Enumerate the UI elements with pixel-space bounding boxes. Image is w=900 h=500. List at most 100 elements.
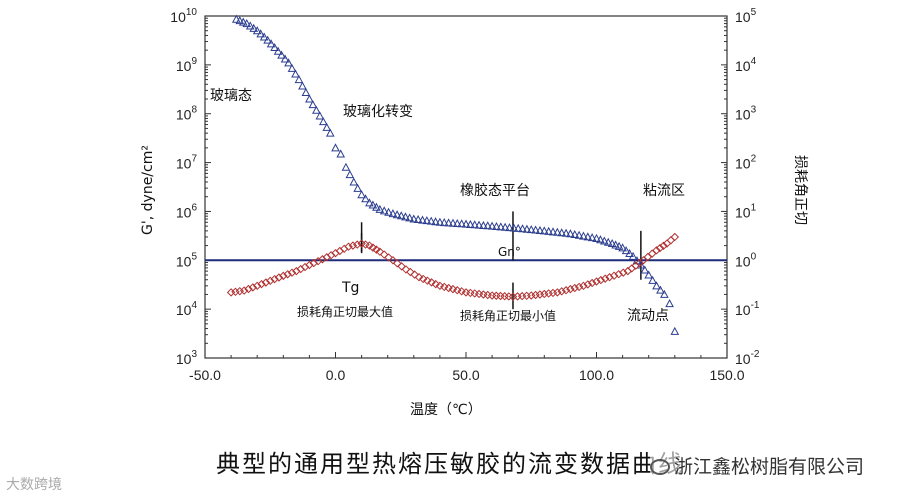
storage-modulus-point [518, 224, 527, 233]
loss-tangent-point [375, 247, 385, 256]
storage-modulus-point [448, 218, 458, 227]
loss-tangent-point [600, 274, 610, 283]
storage-modulus-point [294, 75, 304, 84]
storage-modulus-point [621, 246, 631, 255]
loss-tangent-point [647, 249, 657, 258]
storage-modulus-point [466, 219, 475, 228]
loss-tangent-point [410, 270, 419, 279]
loss-tangent-point [274, 273, 284, 282]
storage-modulus-point [566, 229, 575, 238]
y-right-ticks: 10-2 10-1 100 101 102 103 104 105 [721, 7, 760, 367]
loss-tangent-point [548, 288, 558, 298]
storage-modulus-point [587, 233, 597, 242]
loss-tangent-point [619, 268, 628, 277]
storage-modulus-point [426, 216, 436, 225]
storage-modulus-point [435, 217, 445, 226]
loss-tangent-point [561, 286, 571, 295]
storage-modulus-point [242, 19, 252, 28]
storage-modulus-point [431, 217, 440, 226]
x-axis-title: 温度（℃） [410, 402, 482, 418]
storage-modulus-point [599, 236, 609, 245]
storage-modulus-point [487, 221, 497, 230]
loss-tangent-point [283, 270, 292, 279]
storage-modulus-point [287, 63, 297, 72]
storage-modulus-point [505, 223, 514, 232]
storage-modulus-point [614, 241, 624, 250]
storage-modulus-point [636, 260, 646, 269]
storage-modulus-point [413, 214, 423, 224]
storage-modulus-point [544, 226, 553, 235]
y-right-tick-label: 102 [735, 154, 757, 172]
storage-modulus-point [331, 143, 340, 152]
loss-tangent-point [435, 281, 445, 291]
storage-modulus-point [665, 299, 674, 308]
annotation-flow-point: 流动点 [627, 308, 669, 324]
loss-tangent-point [596, 275, 606, 285]
storage-modulus-point [452, 218, 462, 227]
loss-tangent-point [372, 245, 381, 254]
y-left-tick-label: 109 [176, 56, 198, 74]
loss-tangent-point [531, 290, 540, 300]
watermark-company-text: 浙江鑫松树脂有限公司 [673, 456, 864, 478]
storage-modulus-point [422, 216, 432, 225]
y-left-tick-label: 103 [176, 349, 198, 367]
loss-tangent-point [397, 262, 406, 271]
storage-modulus-point [592, 233, 601, 242]
storage-modulus-point [375, 204, 385, 213]
loss-tangent-point [553, 288, 562, 297]
loss-tangent-point [574, 282, 584, 292]
figure-caption: 典型的通用型热熔压敏胶的流变数据曲线 [216, 450, 684, 478]
loss-tangent-point [583, 280, 593, 289]
loss-tangent-point [393, 259, 402, 268]
y-left-tick-label: 105 [176, 251, 198, 269]
storage-modulus-point [249, 23, 259, 32]
storage-modulus-point [579, 231, 588, 240]
x-tick-label: 100.0 [579, 367, 614, 383]
storage-modulus-point [500, 222, 510, 231]
y-right-tick-label: 10-2 [735, 349, 760, 367]
annotation-glass-state: 玻璃态 [210, 87, 252, 104]
storage-modulus-point [298, 81, 307, 90]
storage-modulus-point [522, 224, 532, 233]
annotation-gn: Gn° [498, 245, 521, 259]
storage-modulus-point [670, 326, 680, 335]
loss-tangent-point [609, 271, 619, 280]
loss-tangent-point [313, 256, 323, 266]
loss-tangent-point [453, 286, 462, 295]
loss-tangent-point [257, 279, 266, 289]
storage-modulus-point [603, 237, 613, 246]
storage-modulus-point [470, 220, 480, 229]
x-tick-label: 50.0 [452, 367, 479, 383]
annotation-rubbery-plateau: 橡胶态平台 [460, 182, 530, 199]
y-left-tick-label: 106 [176, 202, 198, 220]
chart: -50.0 0.0 50.0 100.0 150.0 10310410510610710… [140, 7, 808, 418]
loss-tangent-point [423, 276, 432, 285]
loss-tangent-point [287, 268, 297, 277]
storage-modulus-point [644, 270, 654, 279]
storage-modulus-point [372, 202, 381, 211]
storage-modulus-point [548, 227, 558, 236]
storage-modulus-point [318, 117, 328, 126]
storage-modulus-point [625, 248, 634, 258]
storage-modulus-point [238, 17, 248, 26]
storage-modulus-point [492, 221, 501, 231]
storage-modulus-point [570, 229, 580, 238]
storage-modulus-point [474, 220, 484, 229]
storage-modulus-point [607, 239, 617, 248]
loss-tangent-point [659, 241, 668, 251]
y-left-axis-title: G', dyne/cm² [140, 145, 156, 235]
storage-modulus-point [561, 228, 571, 237]
loss-tangent-point [261, 278, 271, 287]
loss-tangent-point [544, 289, 553, 298]
loss-tangent-point [566, 284, 575, 294]
storage-modulus-point [640, 265, 650, 274]
y-right-tick-label: 103 [735, 105, 757, 123]
storage-modulus-point [357, 190, 366, 199]
loss-tangent-point [406, 267, 415, 277]
storage-modulus-point [315, 111, 325, 120]
storage-modulus-point [322, 122, 332, 131]
storage-modulus-point [513, 223, 523, 232]
loss-tangent-point [266, 276, 275, 286]
annotation-min-tan: 损耗角正切最小值 [460, 308, 556, 323]
storage-modulus-point [526, 225, 536, 234]
